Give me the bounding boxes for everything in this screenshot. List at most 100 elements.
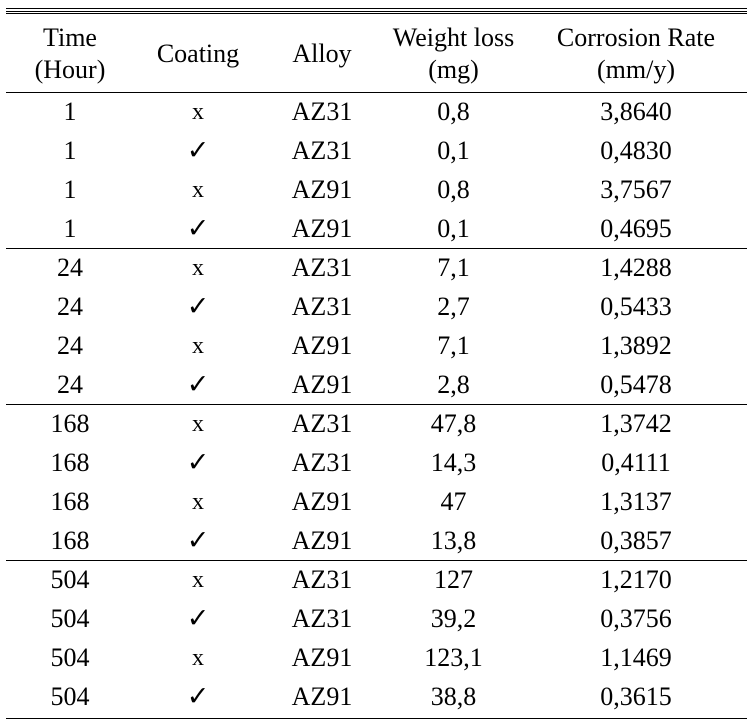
header-weight-loss-label: Weight loss — [392, 23, 515, 52]
cell-alloy: AZ31 — [291, 253, 353, 283]
header-weight-loss: Weight loss (mg) — [382, 11, 525, 93]
header-weight-loss-unit: (mg) — [428, 55, 479, 84]
cell-corrosion-rate: 1,3892 — [600, 330, 672, 360]
cell-time: 1 — [63, 97, 77, 127]
cell-coating: ✓ — [186, 447, 210, 479]
table-row: 1 x AZ91 0,8 3,7567 — [6, 171, 747, 210]
cell-corrosion-rate: 0,3857 — [600, 525, 672, 555]
cell-time: 168 — [50, 486, 90, 516]
table-header: Time (Hour) Coating Alloy Weight loss (m… — [6, 11, 747, 93]
cell-weight-loss: 2,7 — [437, 292, 470, 322]
table-row: 24 x AZ91 7,1 1,3892 — [6, 327, 747, 366]
cell-weight-loss: 39,2 — [430, 604, 477, 634]
cell-alloy: AZ91 — [291, 330, 353, 360]
cell-coating: x — [192, 644, 204, 671]
cell-coating: ✓ — [186, 680, 210, 712]
table-row: 168 x AZ91 47 1,3137 — [6, 483, 747, 522]
cell-corrosion-rate: 1,1469 — [600, 642, 672, 672]
cell-corrosion-rate: 1,2170 — [600, 565, 672, 595]
header-corrosion-rate-unit: (mm/y) — [597, 55, 675, 84]
cell-time: 504 — [50, 604, 90, 634]
table-row: 24 x AZ31 7,1 1,4288 — [6, 249, 747, 288]
cell-alloy: AZ91 — [291, 369, 353, 399]
cell-coating: x — [192, 411, 204, 438]
header-corrosion-rate: Corrosion Rate (mm/y) — [525, 11, 747, 93]
table-top-rule — [6, 8, 747, 9]
cell-coating: x — [192, 488, 204, 515]
table-row: 1 ✓ AZ91 0,1 0,4695 — [6, 209, 747, 248]
header-alloy-label: Alloy — [292, 39, 352, 68]
cell-corrosion-rate: 1,3137 — [600, 486, 672, 516]
cell-coating: ✓ — [186, 212, 210, 244]
cell-weight-loss: 7,1 — [437, 330, 470, 360]
cell-coating: ✓ — [186, 291, 210, 323]
table-row: 504 x AZ31 127 1,2170 — [6, 561, 747, 600]
table-row: 168 ✓ AZ91 13,8 0,3857 — [6, 521, 747, 560]
row-group-504: 504 x AZ31 127 1,2170 504 ✓ AZ31 39,2 0,… — [6, 560, 747, 717]
cell-coating: x — [192, 255, 204, 282]
cell-time: 24 — [57, 369, 83, 399]
cell-corrosion-rate: 0,4695 — [600, 213, 672, 243]
table-row: 504 x AZ91 123,1 1,1469 — [6, 639, 747, 678]
cell-time: 1 — [63, 136, 77, 166]
cell-alloy: AZ31 — [291, 565, 353, 595]
cell-time: 24 — [57, 292, 83, 322]
cell-weight-loss: 0,1 — [437, 213, 470, 243]
cell-time: 168 — [50, 448, 90, 478]
corrosion-table: Time (Hour) Coating Alloy Weight loss (m… — [6, 11, 747, 716]
cell-time: 24 — [57, 330, 83, 360]
header-coating-label: Coating — [156, 39, 240, 68]
cell-time: 1 — [63, 213, 77, 243]
cell-time: 1 — [63, 174, 77, 204]
cell-weight-loss: 14,3 — [430, 448, 477, 478]
row-group-24: 24 x AZ31 7,1 1,4288 24 ✓ AZ31 2,7 0,543… — [6, 248, 747, 405]
cell-time: 168 — [50, 409, 90, 439]
corrosion-table-container: Time (Hour) Coating Alloy Weight loss (m… — [6, 8, 747, 719]
cell-alloy: AZ91 — [291, 525, 353, 555]
cell-corrosion-rate: 3,8640 — [600, 97, 672, 127]
table-row: 1 x AZ31 0,8 3,8640 — [6, 93, 747, 132]
cell-corrosion-rate: 1,3742 — [600, 409, 672, 439]
cell-coating: ✓ — [186, 135, 210, 167]
cell-corrosion-rate: 0,3756 — [600, 604, 672, 634]
table-row: 1 ✓ AZ31 0,1 0,4830 — [6, 132, 747, 171]
header-coating: Coating — [134, 11, 262, 93]
row-group-168: 168 x AZ31 47,8 1,3742 168 ✓ AZ31 14,3 0… — [6, 404, 747, 561]
cell-weight-loss: 0,1 — [437, 136, 470, 166]
cell-weight-loss: 0,8 — [437, 174, 470, 204]
cell-alloy: AZ31 — [291, 604, 353, 634]
cell-weight-loss: 2,8 — [437, 369, 470, 399]
table-row: 168 x AZ31 47,8 1,3742 — [6, 405, 747, 444]
cell-alloy: AZ31 — [291, 409, 353, 439]
header-alloy: Alloy — [262, 11, 382, 93]
cell-coating: ✓ — [186, 524, 210, 556]
cell-coating: x — [192, 99, 204, 126]
cell-weight-loss: 7,1 — [437, 253, 470, 283]
cell-coating: x — [192, 176, 204, 203]
cell-alloy: AZ91 — [291, 213, 353, 243]
cell-alloy: AZ31 — [291, 97, 353, 127]
cell-weight-loss: 47 — [440, 486, 467, 516]
cell-coating: ✓ — [186, 603, 210, 635]
cell-alloy: AZ91 — [291, 486, 353, 516]
table-row: 504 ✓ AZ31 39,2 0,3756 — [6, 600, 747, 639]
cell-corrosion-rate: 0,5433 — [600, 292, 672, 322]
cell-time: 168 — [50, 525, 90, 555]
cell-corrosion-rate: 0,3615 — [600, 681, 672, 711]
cell-alloy: AZ91 — [291, 681, 353, 711]
cell-coating: x — [192, 332, 204, 359]
cell-alloy: AZ91 — [291, 174, 353, 204]
cell-time: 504 — [50, 681, 90, 711]
cell-alloy: AZ31 — [291, 448, 353, 478]
cell-weight-loss: 127 — [434, 565, 473, 595]
cell-corrosion-rate: 3,7567 — [600, 174, 672, 204]
cell-alloy: AZ91 — [291, 642, 353, 672]
table-row: 24 ✓ AZ91 2,8 0,5478 — [6, 365, 747, 404]
row-group-1: 1 x AZ31 0,8 3,8640 1 ✓ AZ31 0,1 0,4830 … — [6, 93, 747, 249]
cell-time: 504 — [50, 642, 90, 672]
cell-time: 504 — [50, 565, 90, 595]
cell-coating: x — [192, 567, 204, 594]
cell-weight-loss: 0,8 — [437, 97, 470, 127]
cell-weight-loss: 38,8 — [430, 681, 477, 711]
header-time: Time (Hour) — [6, 11, 134, 93]
